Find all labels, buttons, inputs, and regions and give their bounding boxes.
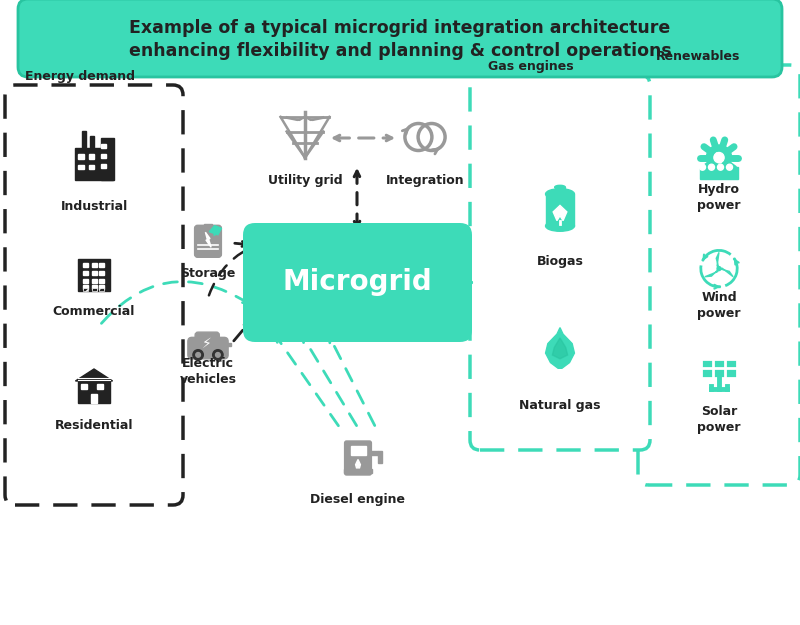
Bar: [82, 288, 88, 291]
Text: Storage: Storage: [180, 267, 236, 280]
Text: ⚡: ⚡: [202, 338, 211, 351]
Text: Natural gas: Natural gas: [519, 399, 601, 412]
Bar: [99, 263, 104, 268]
Text: Solar
power: Solar power: [698, 405, 741, 434]
FancyBboxPatch shape: [195, 332, 219, 346]
Text: Commercial: Commercial: [53, 305, 135, 318]
Bar: [91, 285, 97, 289]
Circle shape: [215, 352, 220, 357]
Bar: [702, 359, 737, 378]
FancyBboxPatch shape: [188, 338, 228, 359]
Text: Industrial: Industrial: [60, 200, 128, 213]
Text: Gas engines: Gas engines: [488, 60, 574, 73]
Text: Integration: Integration: [386, 174, 464, 187]
Bar: [99, 271, 104, 275]
Bar: [344, 469, 373, 473]
Circle shape: [196, 352, 201, 357]
Polygon shape: [719, 268, 733, 277]
Circle shape: [709, 164, 714, 170]
Bar: [101, 138, 114, 180]
Text: Energy demand: Energy demand: [25, 70, 135, 83]
Bar: [82, 271, 88, 275]
Text: Residential: Residential: [54, 419, 134, 432]
Circle shape: [699, 164, 706, 170]
FancyBboxPatch shape: [194, 225, 222, 258]
FancyBboxPatch shape: [701, 168, 738, 179]
Bar: [78, 259, 110, 291]
Bar: [378, 451, 382, 462]
Bar: [90, 394, 98, 402]
Text: Electric
vehicles: Electric vehicles: [179, 357, 237, 386]
Circle shape: [193, 349, 203, 360]
Bar: [101, 164, 106, 169]
Bar: [89, 154, 94, 159]
FancyBboxPatch shape: [18, 0, 782, 77]
Bar: [91, 263, 97, 268]
Circle shape: [726, 164, 733, 170]
Bar: [82, 263, 88, 268]
Bar: [78, 154, 84, 159]
Polygon shape: [705, 269, 719, 277]
Bar: [82, 131, 86, 148]
Bar: [99, 285, 104, 289]
Text: Utility grid: Utility grid: [268, 174, 342, 187]
Bar: [370, 451, 378, 455]
Bar: [546, 194, 574, 226]
Polygon shape: [206, 232, 211, 248]
Polygon shape: [75, 369, 113, 381]
Bar: [81, 384, 86, 389]
Text: Wind
power: Wind power: [698, 291, 741, 320]
FancyBboxPatch shape: [470, 75, 650, 450]
Circle shape: [717, 267, 721, 271]
Bar: [78, 381, 110, 402]
Text: Renewables: Renewables: [656, 50, 740, 63]
Ellipse shape: [546, 189, 574, 199]
Bar: [91, 279, 97, 282]
Ellipse shape: [554, 185, 566, 189]
Bar: [350, 446, 366, 455]
Bar: [554, 188, 566, 194]
Bar: [101, 154, 106, 158]
Polygon shape: [356, 459, 360, 468]
FancyBboxPatch shape: [638, 65, 800, 485]
Bar: [91, 288, 97, 291]
Circle shape: [706, 145, 732, 170]
Polygon shape: [546, 328, 574, 368]
Text: enhancing flexibility and planning & control operations: enhancing flexibility and planning & con…: [129, 42, 671, 60]
Polygon shape: [716, 253, 719, 269]
Bar: [97, 384, 103, 389]
FancyBboxPatch shape: [345, 441, 371, 475]
Text: Microgrid: Microgrid: [282, 269, 432, 296]
Bar: [224, 343, 230, 346]
Bar: [75, 148, 113, 180]
Bar: [101, 144, 106, 148]
Bar: [204, 224, 212, 228]
Text: Example of a typical microgrid integration architecture: Example of a typical microgrid integrati…: [130, 19, 670, 36]
Ellipse shape: [546, 221, 574, 231]
Bar: [89, 165, 94, 169]
FancyBboxPatch shape: [243, 223, 472, 342]
Polygon shape: [552, 338, 568, 359]
Bar: [99, 288, 104, 291]
Bar: [82, 285, 88, 289]
Circle shape: [213, 349, 223, 360]
Bar: [78, 165, 84, 169]
Text: Diesel engine: Diesel engine: [310, 493, 406, 506]
Text: Biogas: Biogas: [537, 255, 583, 268]
Polygon shape: [210, 226, 222, 235]
FancyBboxPatch shape: [5, 85, 183, 505]
Circle shape: [718, 164, 723, 170]
Circle shape: [714, 152, 724, 162]
Bar: [99, 279, 104, 282]
Bar: [82, 279, 88, 282]
Polygon shape: [717, 152, 722, 162]
Bar: [91, 271, 97, 275]
Bar: [90, 136, 94, 148]
Polygon shape: [553, 206, 567, 221]
Text: Hydro
power: Hydro power: [698, 183, 741, 212]
